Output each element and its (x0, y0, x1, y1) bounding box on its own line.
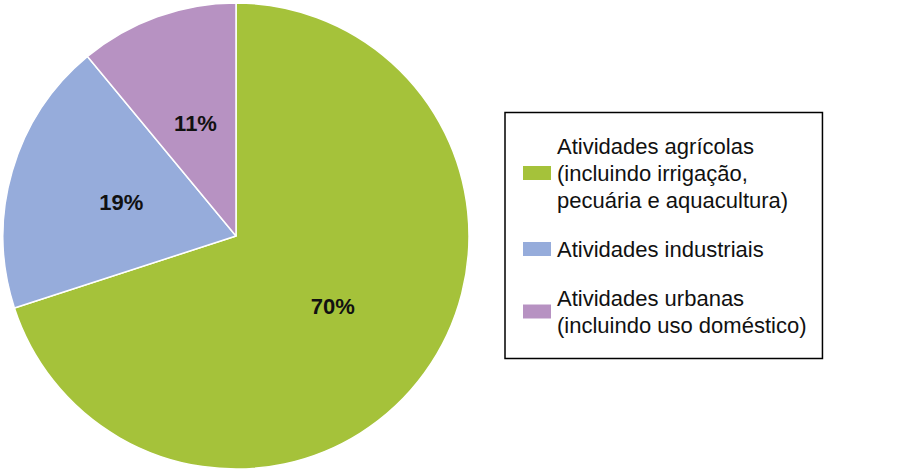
svg-text:19%: 19% (99, 190, 143, 215)
svg-text:Atividades agrícolas: Atividades agrícolas (557, 134, 754, 159)
svg-text:pecuária e aquacultura): pecuária e aquacultura) (557, 188, 788, 213)
svg-text:70%: 70% (311, 294, 355, 319)
svg-text:(incluindo irrigação,: (incluindo irrigação, (557, 161, 748, 186)
svg-text:Atividades industriais: Atividades industriais (557, 237, 764, 262)
svg-text:11%: 11% (174, 111, 217, 136)
svg-text:(incluindo uso doméstico): (incluindo uso doméstico) (557, 313, 806, 338)
svg-text:Atividades urbanas: Atividades urbanas (557, 286, 744, 311)
